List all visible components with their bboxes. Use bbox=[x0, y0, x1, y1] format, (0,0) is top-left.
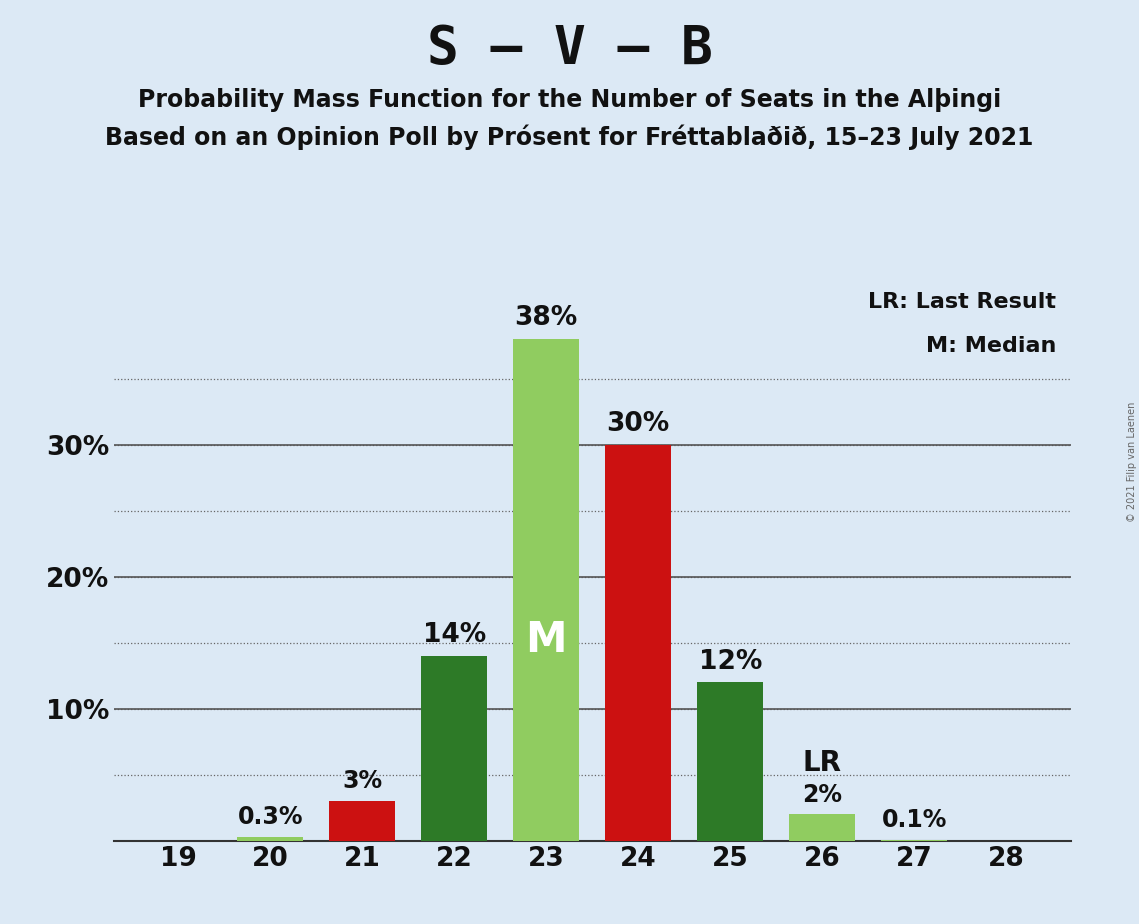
Text: Probability Mass Function for the Number of Seats in the Alþingi: Probability Mass Function for the Number… bbox=[138, 88, 1001, 112]
Text: Based on an Opinion Poll by Prósent for Fréttablaðið, 15–23 July 2021: Based on an Opinion Poll by Prósent for … bbox=[105, 125, 1034, 151]
Bar bbox=[789, 814, 855, 841]
Text: LR: LR bbox=[803, 749, 842, 777]
Text: 2%: 2% bbox=[802, 783, 842, 807]
Bar bbox=[329, 801, 395, 841]
Bar bbox=[882, 840, 948, 841]
Text: © 2021 Filip van Laenen: © 2021 Filip van Laenen bbox=[1126, 402, 1137, 522]
Bar bbox=[514, 339, 580, 841]
Text: 30%: 30% bbox=[607, 411, 670, 437]
Bar bbox=[697, 683, 763, 841]
Text: 14%: 14% bbox=[423, 622, 486, 648]
Text: S – V – B: S – V – B bbox=[427, 23, 712, 75]
Bar bbox=[237, 837, 303, 841]
Text: LR: Last Result: LR: Last Result bbox=[868, 292, 1056, 312]
Text: 38%: 38% bbox=[515, 305, 577, 332]
Text: 0.3%: 0.3% bbox=[238, 805, 303, 829]
Text: 0.1%: 0.1% bbox=[882, 808, 947, 832]
Bar bbox=[605, 444, 671, 841]
Text: 12%: 12% bbox=[698, 649, 762, 675]
Text: M: M bbox=[525, 619, 567, 662]
Text: 3%: 3% bbox=[342, 770, 383, 794]
Text: M: Median: M: Median bbox=[926, 336, 1056, 357]
Bar bbox=[421, 656, 487, 841]
